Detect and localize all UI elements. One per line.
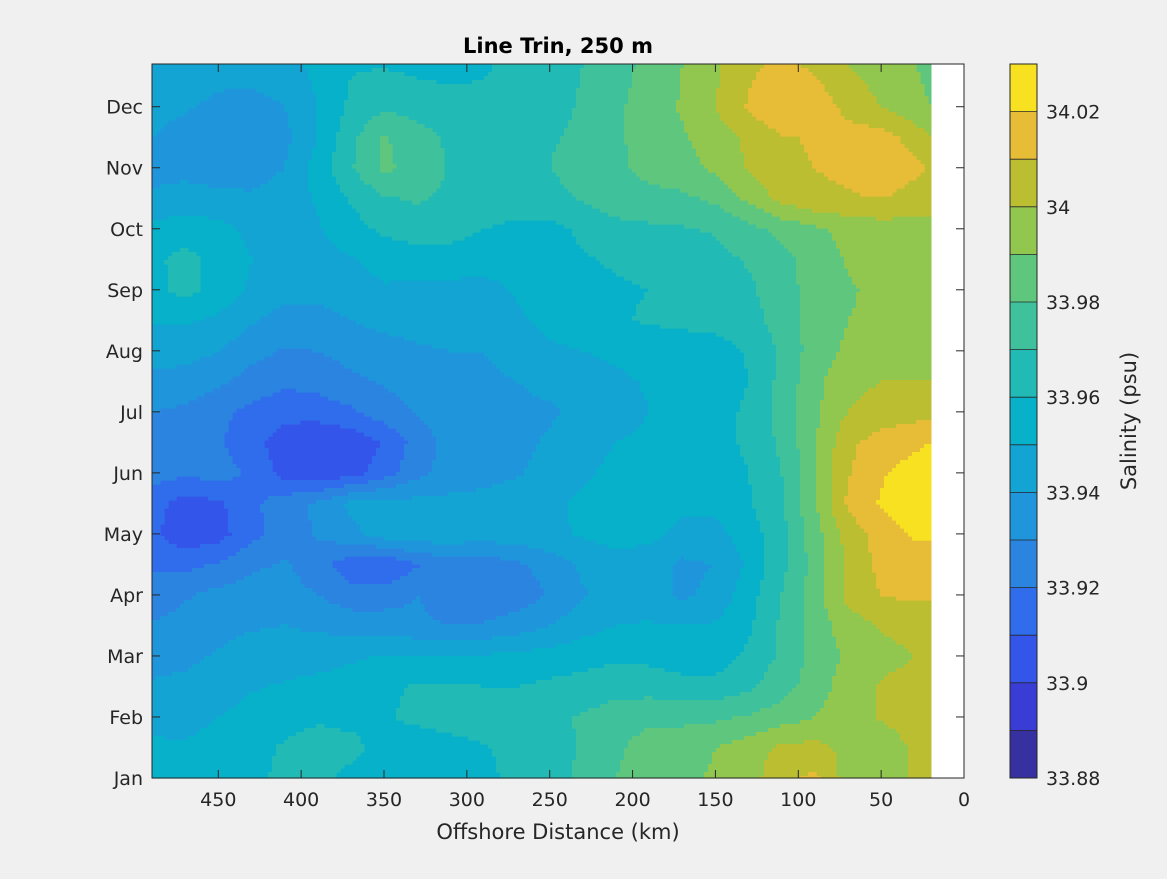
y-tick-label: Jan <box>113 768 143 790</box>
colorbar-tick-label: 34.02 <box>1046 102 1100 124</box>
colorbar-tick-label: 33.94 <box>1046 482 1100 504</box>
colorbar-band <box>1010 682 1037 731</box>
colorbar-tick-label: 34 <box>1046 197 1070 219</box>
contour-band-11 <box>676 64 932 779</box>
colorbar-tick-label: 33.96 <box>1046 387 1100 409</box>
x-axis-title: Offshore Distance (km) <box>436 820 679 844</box>
colorbar-band <box>1010 349 1037 398</box>
colorbar-tick-label: 33.88 <box>1046 768 1100 790</box>
colorbar-title: Salinity (psu) <box>1117 352 1141 490</box>
y-tick-label: Jun <box>112 463 143 485</box>
y-tick-label: Apr <box>110 585 143 607</box>
colorbar: 33.88 33.9 33.92 33.94 33.96 33.98 34 34.02 <box>1009 63 1100 790</box>
y-tick-label: May <box>104 524 143 546</box>
colorbar-band <box>1010 540 1037 588</box>
contour-fill-layer <box>152 64 932 779</box>
y-axis: Jan Feb Mar Apr May Jun Jul Aug Sep Oct Nov Dec <box>104 97 964 790</box>
colorbar-band <box>1010 635 1037 683</box>
colorbar-band <box>1010 254 1037 302</box>
y-tick-label: Oct <box>110 219 143 241</box>
y-tick-label: Jul <box>119 402 143 424</box>
contour-band-5 <box>152 88 713 681</box>
colorbar-band <box>1010 444 1037 493</box>
x-tick-label: 450 <box>200 789 236 811</box>
y-tick-label: Mar <box>107 646 143 668</box>
contour-band-3 <box>152 388 421 585</box>
contour-band-10 <box>380 64 932 779</box>
x-tick-label: 250 <box>532 789 568 811</box>
x-tick-label: 0 <box>958 789 970 811</box>
contour-band-14 <box>876 444 932 541</box>
colorbar-tick-label: 33.9 <box>1046 673 1088 695</box>
contour-band-2 <box>160 420 381 549</box>
contour-band-8 <box>164 64 789 779</box>
y-tick-label: Feb <box>109 707 143 729</box>
contour-band-4 <box>152 348 545 625</box>
contour-band-9 <box>352 64 809 779</box>
contour-band-12 <box>716 64 932 779</box>
y-tick-label: Sep <box>107 280 143 302</box>
colorbar-band <box>1010 64 1037 112</box>
colorbar-band <box>1010 730 1037 778</box>
colorbar-band <box>1010 397 1037 445</box>
plot-frame <box>151 63 965 779</box>
x-tick-label: 350 <box>366 789 402 811</box>
y-tick-label: Aug <box>106 341 143 363</box>
x-axis: 450 400 350 300 250 200 150 100 50 0 <box>200 64 970 811</box>
colorbar-band <box>1010 302 1037 350</box>
colorbar-tick-label: 33.92 <box>1046 578 1100 600</box>
colorbar-band <box>1010 111 1037 160</box>
y-tick-label: Dec <box>106 97 143 119</box>
colorbar-tick-label: 33.98 <box>1046 292 1100 314</box>
x-tick-label: 400 <box>283 789 319 811</box>
contour-band-6 <box>152 64 745 741</box>
colorbar-frame <box>1009 63 1038 779</box>
x-tick-label: 100 <box>780 789 816 811</box>
y-tick-label: Nov <box>106 158 143 180</box>
colorbar-band <box>1010 159 1037 207</box>
x-tick-label: 300 <box>449 789 485 811</box>
colorbar-band <box>1010 587 1037 636</box>
colorbar-band <box>1010 206 1037 255</box>
colorbar-band <box>1010 492 1037 540</box>
x-tick-label: 150 <box>697 789 733 811</box>
chart-title: Line Trin, 250 m <box>463 34 653 58</box>
x-tick-label: 200 <box>614 789 650 811</box>
x-tick-label: 50 <box>869 789 893 811</box>
